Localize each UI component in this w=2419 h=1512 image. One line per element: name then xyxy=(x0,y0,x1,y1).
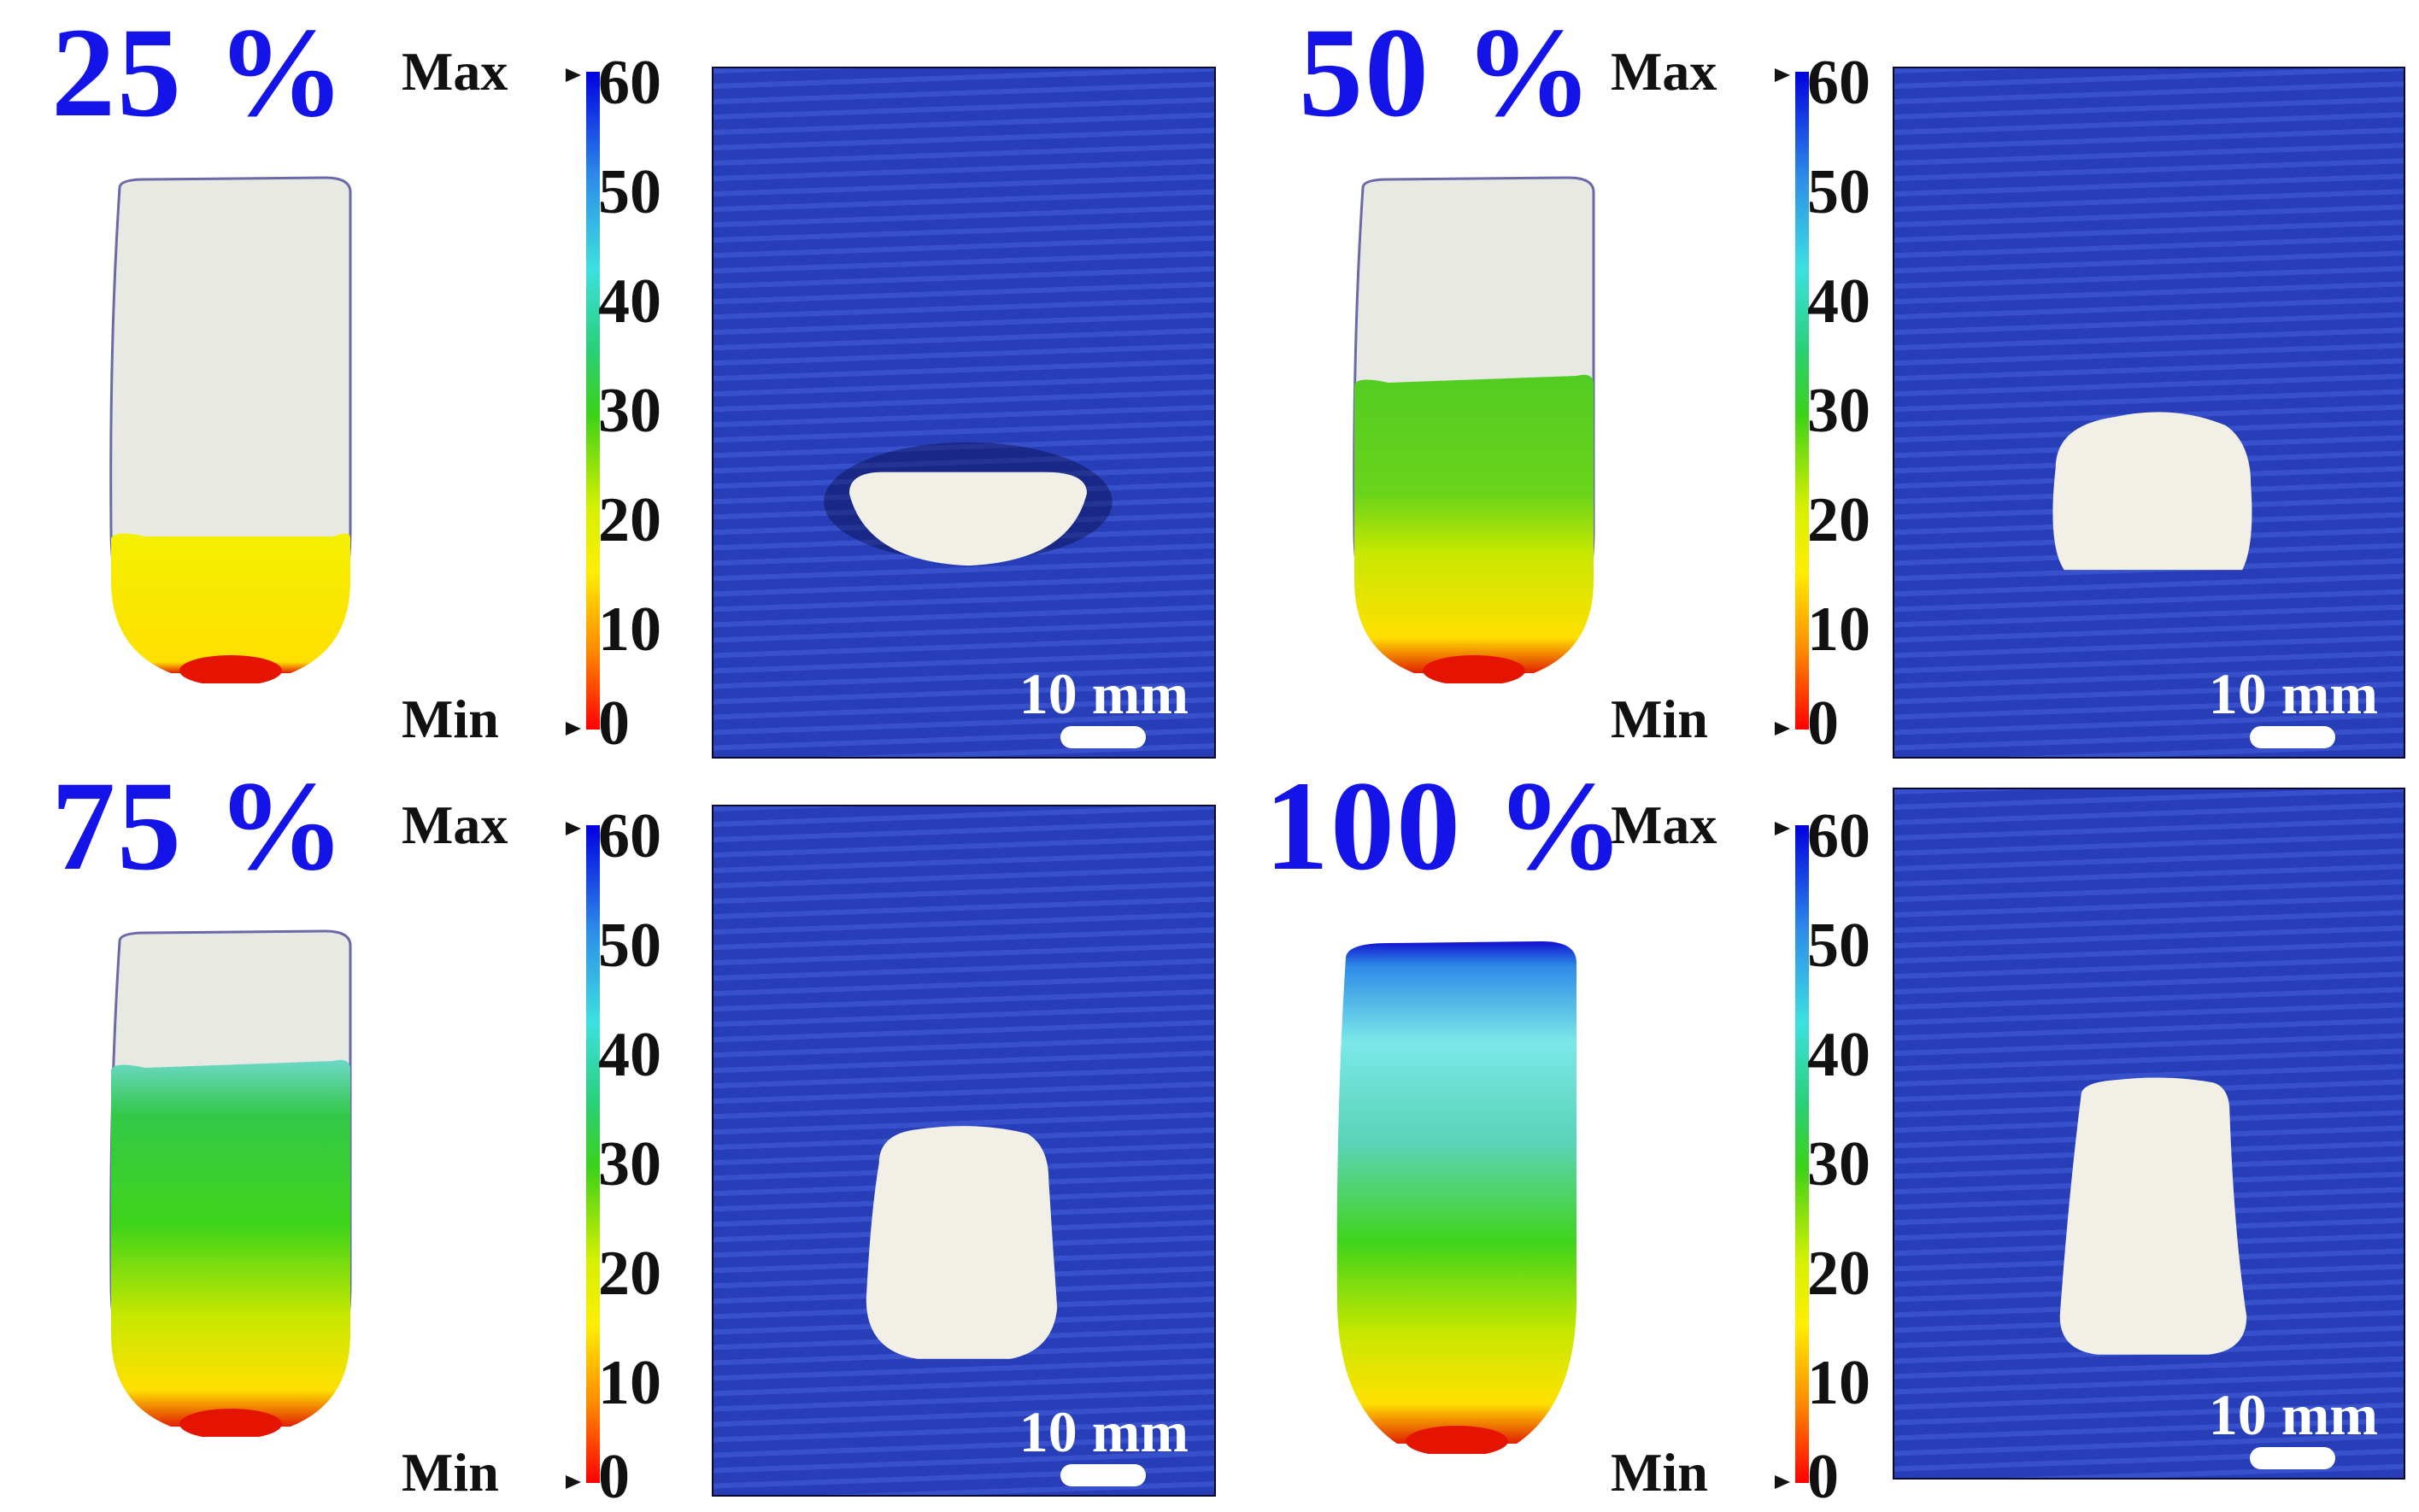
tick-label: 10 xyxy=(1807,595,1870,665)
colorbar-gradient xyxy=(586,825,600,1483)
tick-label: 50 xyxy=(1807,911,1870,981)
tick-label: 20 xyxy=(598,485,661,555)
color-scale: Max Min 60 50 40 30 20 10 0 xyxy=(1611,771,1918,1509)
tick-label: 10 xyxy=(1807,1348,1870,1418)
scale-label: 10 mm xyxy=(2208,1382,2378,1447)
min-arrow-icon xyxy=(1775,722,1790,735)
scale-bar xyxy=(1060,726,1146,748)
max-arrow-icon xyxy=(566,68,581,82)
max-arrow-icon xyxy=(566,822,581,835)
panel-50: 50 % Max Min 60 50 40 30 20 10 0 10 mm xyxy=(1209,0,2418,759)
tick-label: 30 xyxy=(598,376,661,446)
min-arrow-icon xyxy=(1775,1475,1790,1489)
tick-label: 0 xyxy=(1807,689,1839,759)
tick-label: 60 xyxy=(598,801,661,871)
tick-label: 60 xyxy=(1807,48,1870,118)
tick-label: 0 xyxy=(598,689,630,759)
scale-label: 10 mm xyxy=(1019,661,1189,726)
tick-label: 10 xyxy=(598,595,661,665)
scale-bar xyxy=(1060,1464,1146,1486)
color-scale: Max Min 60 50 40 30 20 10 0 xyxy=(402,17,709,756)
panel-25: 25 % Max Min 60 50 40 30 20 10 0 10 mm xyxy=(0,0,1216,759)
scale-label: 10 mm xyxy=(2208,661,2378,726)
min-label: Min xyxy=(1611,1442,1708,1503)
fill-percent-label: 50 % xyxy=(1299,2,1594,144)
tick-label: 40 xyxy=(598,267,661,337)
simulation-model xyxy=(1336,941,1576,1454)
min-arrow-icon xyxy=(566,1475,581,1489)
tick-label: 20 xyxy=(1807,485,1870,555)
color-scale: Max Min 60 50 40 30 20 10 0 xyxy=(1611,17,1918,756)
max-label: Max xyxy=(1611,794,1717,855)
max-label: Max xyxy=(402,794,508,855)
tick-label: 20 xyxy=(598,1239,661,1309)
tick-label: 30 xyxy=(598,1129,661,1199)
max-label: Max xyxy=(402,41,508,102)
simulation-model xyxy=(1353,176,1595,683)
max-arrow-icon xyxy=(1775,68,1790,82)
tick-label: 0 xyxy=(598,1442,630,1512)
tick-label: 50 xyxy=(1807,157,1870,227)
max-label: Max xyxy=(1611,41,1717,102)
scale-bar xyxy=(2250,1447,2335,1469)
panel-75: 75 % Max Min 60 50 40 30 20 10 0 10 mm xyxy=(0,753,1216,1509)
fill-percent-label: 25 % xyxy=(51,2,347,144)
tick-label: 50 xyxy=(598,911,661,981)
tick-label: 40 xyxy=(1807,267,1870,337)
sample-shape xyxy=(2059,1077,2247,1355)
tick-label: 50 xyxy=(598,157,661,227)
simulation-model xyxy=(109,176,352,683)
tick-label: 30 xyxy=(1807,1129,1870,1199)
sample-photo: 10 mm xyxy=(712,805,1216,1497)
sample-photo: 10 mm xyxy=(1893,67,2405,759)
max-arrow-icon xyxy=(1775,822,1790,835)
sample-photo: 10 mm xyxy=(1893,788,2405,1480)
tick-label: 20 xyxy=(1807,1239,1870,1309)
sample-shape xyxy=(866,1126,1058,1359)
scale-label: 10 mm xyxy=(1019,1399,1189,1464)
color-scale: Max Min 60 50 40 30 20 10 0 xyxy=(402,771,709,1509)
colorbar-gradient xyxy=(1795,825,1809,1483)
tick-label: 30 xyxy=(1807,376,1870,446)
sample-shape xyxy=(824,442,1113,566)
tick-label: 40 xyxy=(598,1020,661,1090)
scale-bar xyxy=(2250,726,2335,748)
simulation-model xyxy=(109,929,352,1437)
fill-percent-label: 75 % xyxy=(51,755,347,897)
tick-label: 60 xyxy=(598,48,661,118)
min-label: Min xyxy=(402,1442,499,1503)
sample-photo: 10 mm xyxy=(712,67,1216,759)
panel-100: 100 % Max Min 60 50 40 30 20 10 0 10 mm xyxy=(1209,753,2418,1509)
tick-label: 40 xyxy=(1807,1020,1870,1090)
tick-label: 0 xyxy=(1807,1442,1839,1512)
min-arrow-icon xyxy=(566,722,581,735)
tick-label: 10 xyxy=(598,1348,661,1418)
min-label: Min xyxy=(1611,689,1708,749)
colorbar-gradient xyxy=(586,72,600,730)
min-label: Min xyxy=(402,689,499,749)
fill-percent-label: 100 % xyxy=(1265,755,1626,897)
tick-label: 60 xyxy=(1807,801,1870,871)
sample-shape xyxy=(2052,412,2252,571)
colorbar-gradient xyxy=(1795,72,1809,730)
